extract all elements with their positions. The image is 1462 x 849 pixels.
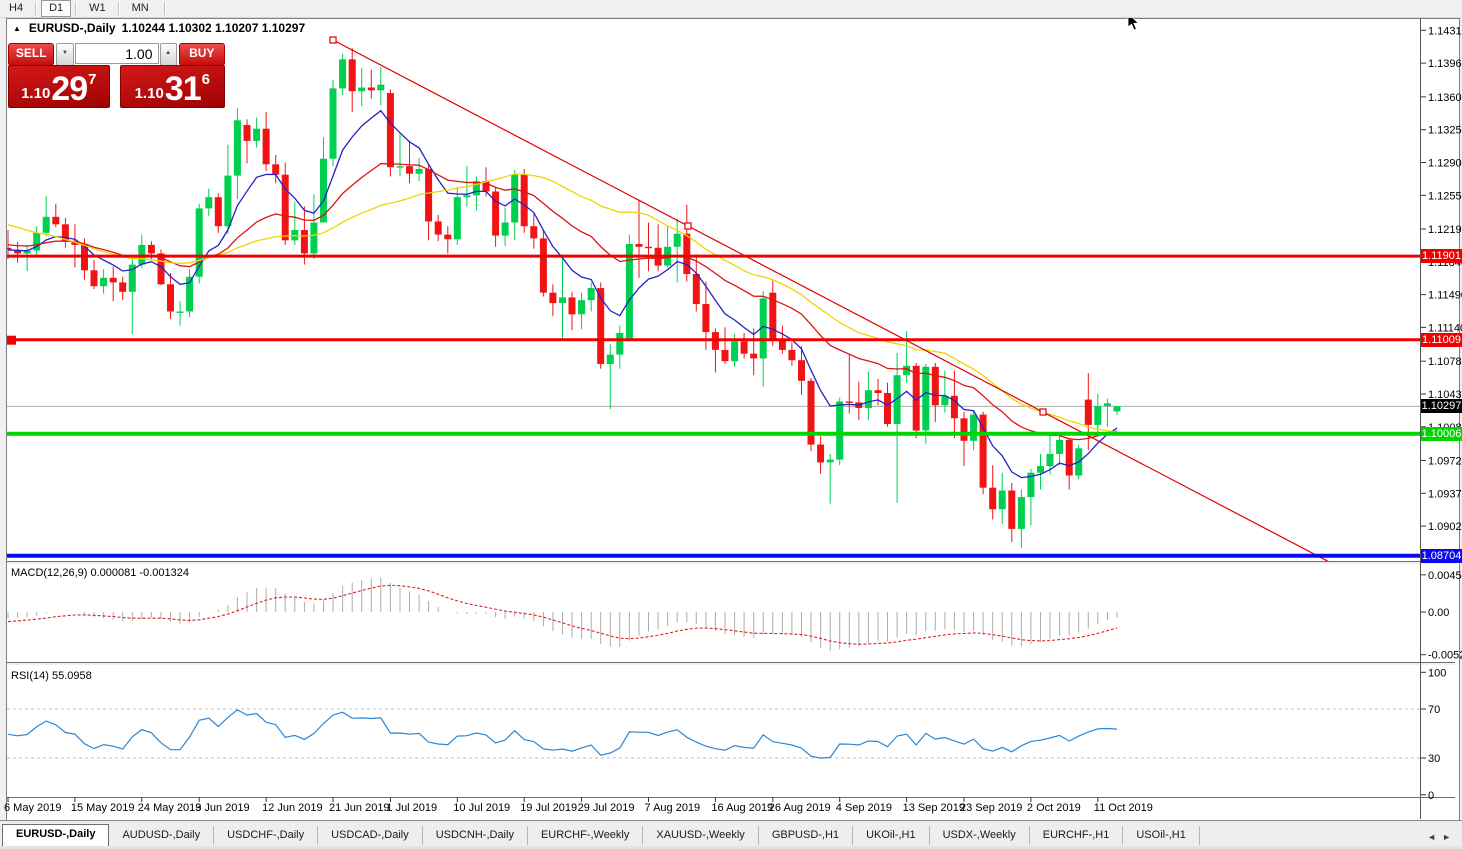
timeframe-h4-button[interactable]: H4: [9, 2, 24, 14]
chart-tab-gbpusd-h1[interactable]: GBPUSD-,H1: [759, 826, 854, 845]
chart-tab-xauusd-weekly[interactable]: XAUUSD-,Weekly: [643, 826, 759, 845]
price-line-badge: 1.11009: [1421, 332, 1462, 347]
chart-title: ▲ EURUSD-,Daily 1.10244 1.10302 1.10207 …: [13, 21, 305, 35]
chart-tab-usdx-weekly[interactable]: USDX-,Weekly: [930, 826, 1030, 845]
chart-tab-eurusd-daily[interactable]: EURUSD-,Daily: [2, 824, 110, 847]
chart-tab-usdchf-daily[interactable]: USDCHF-,Daily: [214, 826, 319, 845]
window-bottom-strip: [0, 846, 1462, 849]
chart-symbol-label: EURUSD-,Daily: [28, 21, 116, 35]
symbol-expander-icon[interactable]: ▲: [13, 23, 21, 33]
volume-input[interactable]: [74, 43, 159, 64]
sell-price-big: 29: [51, 70, 88, 108]
timeframe-d1-button[interactable]: D1: [41, 0, 72, 17]
rsi-indicator-label: RSI(14) 55.0958: [11, 670, 92, 682]
chart-tab-audusd-daily[interactable]: AUDUSD-,Daily: [109, 826, 215, 845]
buy-price-prefix: 1.10: [134, 85, 164, 102]
toolbar-separator: [163, 2, 166, 15]
price-line-badge: 1.11901: [1421, 249, 1462, 264]
current-price-badge: 1.10297: [1421, 399, 1462, 414]
buy-price-big: 31: [164, 70, 202, 108]
chart-ohlc-values: 1.10244 1.10302 1.10207 1.10297: [121, 21, 306, 35]
toolbar-separator: [35, 2, 38, 15]
volume-down-button[interactable]: ▼: [56, 43, 74, 66]
tab-scroll-right-icon[interactable]: ►: [1442, 832, 1457, 842]
sell-price-pipette: 7: [88, 71, 97, 88]
chart-window: [6, 18, 1460, 848]
toolbar-separator: [117, 2, 120, 15]
sell-button[interactable]: SELL: [8, 43, 55, 66]
tab-scroll-arrows: ◄►: [1427, 832, 1457, 842]
timeframe-toolbar: H4 D1 W1 MN: [0, 0, 1462, 18]
chart-tab-usdcnh-daily[interactable]: USDCNH-,Daily: [423, 826, 528, 845]
volume-up-button[interactable]: ▲: [159, 43, 177, 66]
sell-price-box[interactable]: 1.10 29 7: [8, 65, 110, 108]
sell-price-prefix: 1.10: [21, 85, 51, 102]
chart-tab-eurchf-weekly[interactable]: EURCHF-,Weekly: [528, 826, 644, 845]
timeframe-mn-button[interactable]: MN: [131, 2, 149, 14]
buy-price-pipette: 6: [201, 71, 210, 88]
price-line-badge: 1.08704: [1421, 548, 1462, 563]
chart-tab-usdcad-daily[interactable]: USDCAD-,Daily: [318, 826, 423, 845]
chart-tab-eurchf-h1[interactable]: EURCHF-,H1: [1030, 826, 1124, 845]
chart-tab-ukoil-h1[interactable]: UKOil-,H1: [853, 826, 930, 845]
macd-indicator-label: MACD(12,26,9) 0.000081 -0.001324: [11, 567, 189, 579]
buy-button[interactable]: BUY: [178, 43, 225, 66]
one-click-trade-panel: SELL ▼ ▲ BUY 1.10 29 7 1.10 31 6: [8, 43, 225, 108]
tab-scroll-left-icon[interactable]: ◄: [1427, 832, 1443, 842]
timeframe-w1-button[interactable]: W1: [89, 2, 106, 14]
toolbar-separator: [75, 2, 78, 15]
chart-tab-usoil-h1[interactable]: USOil-,H1: [1123, 826, 1200, 845]
price-line-badge: 1.10006: [1421, 426, 1462, 441]
buy-price-box[interactable]: 1.10 31 6: [119, 65, 225, 108]
chart-tab-bar: EURUSD-,Daily AUDUSD-,Daily USDCHF-,Daily U…: [0, 820, 1462, 847]
